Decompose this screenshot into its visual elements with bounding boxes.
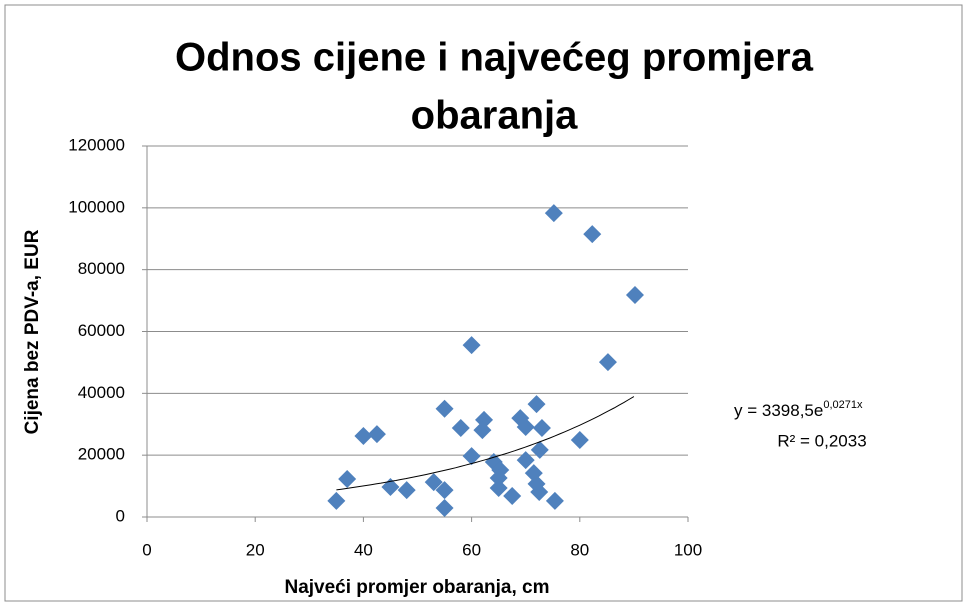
point bbox=[516, 451, 535, 470]
point bbox=[354, 426, 373, 445]
point bbox=[451, 418, 470, 437]
x-tick-label: 60 bbox=[462, 540, 481, 559]
y-axis-title: Cijena bez PDV-a, EUR bbox=[22, 229, 43, 434]
y-tick-label: 60000 bbox=[78, 321, 125, 340]
point bbox=[530, 482, 549, 501]
point bbox=[473, 421, 492, 440]
point bbox=[516, 418, 535, 437]
point bbox=[583, 225, 602, 244]
point bbox=[598, 353, 617, 372]
point bbox=[435, 499, 454, 518]
x-tick-label: 40 bbox=[354, 540, 373, 559]
point bbox=[530, 440, 549, 459]
y-tick-label: 80000 bbox=[78, 259, 125, 278]
point bbox=[397, 481, 416, 500]
point bbox=[338, 469, 357, 488]
trendline bbox=[336, 396, 635, 491]
x-tick-label: 100 bbox=[674, 540, 702, 559]
chart-border bbox=[4, 4, 963, 602]
point bbox=[489, 469, 508, 488]
x-tick-label: 80 bbox=[570, 540, 589, 559]
chart-title: Odnos cijene i najvećeg promjera bbox=[175, 36, 814, 80]
point bbox=[435, 481, 454, 500]
y-tick-label: 0 bbox=[116, 506, 125, 525]
point bbox=[532, 418, 551, 437]
point bbox=[367, 425, 386, 444]
point bbox=[527, 395, 546, 414]
trend-equation: y = 3398,5e0,0271x bbox=[734, 399, 863, 421]
point bbox=[489, 478, 508, 497]
point bbox=[625, 286, 644, 305]
y-tick-label: 120000 bbox=[68, 135, 125, 154]
point bbox=[462, 336, 481, 355]
point bbox=[545, 491, 564, 510]
y-tick-label: 20000 bbox=[78, 445, 125, 464]
y-tick-label: 100000 bbox=[68, 197, 125, 216]
point bbox=[503, 486, 522, 505]
point bbox=[544, 204, 563, 223]
point bbox=[327, 491, 346, 510]
point bbox=[570, 431, 589, 450]
point bbox=[435, 399, 454, 418]
point bbox=[462, 447, 481, 466]
point bbox=[424, 473, 443, 492]
x-axis-title: Najveći promjer obaranja, cm bbox=[284, 577, 549, 598]
x-tick-label: 0 bbox=[142, 540, 151, 559]
x-tick-label: 20 bbox=[246, 540, 265, 559]
trend-r2: R² = 0,2033 bbox=[777, 431, 866, 450]
trend-equation-base: y = 3398,5e bbox=[734, 401, 823, 420]
chart-title: obaranja bbox=[411, 94, 578, 138]
y-tick-label: 40000 bbox=[78, 383, 125, 402]
trend-equation-exponent: 0,0271x bbox=[823, 399, 863, 411]
